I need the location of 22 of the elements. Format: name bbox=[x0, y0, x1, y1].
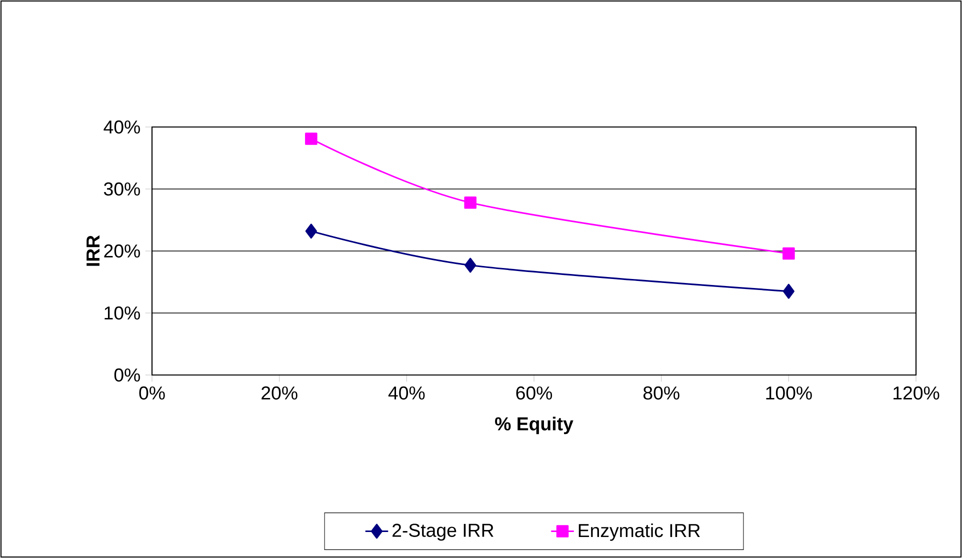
point bbox=[464, 196, 476, 209]
point bbox=[782, 247, 795, 260]
x-tick-label: 120% bbox=[894, 386, 940, 400]
point bbox=[782, 284, 794, 299]
point bbox=[464, 258, 476, 273]
point bbox=[305, 224, 317, 239]
y-axis-title: IRR bbox=[86, 235, 100, 266]
y-tick-label: 30% bbox=[104, 182, 140, 196]
x-tick-label: 60% bbox=[516, 386, 552, 400]
y-tick-label: 40% bbox=[104, 120, 140, 134]
x-tick-label: 20% bbox=[262, 386, 298, 400]
x-tick-label: 0% bbox=[139, 386, 165, 400]
point bbox=[305, 132, 318, 145]
y-tick-label: 20% bbox=[104, 244, 140, 258]
x-axis-title: % Equity bbox=[495, 416, 574, 434]
legend-label: 2-Stage IRR bbox=[392, 524, 494, 541]
legend-label: Enzymatic IRR bbox=[578, 523, 700, 541]
x-tick-label: 40% bbox=[388, 386, 425, 400]
y-tick-label: 0% bbox=[114, 368, 140, 382]
x-tick-label: 80% bbox=[643, 386, 680, 400]
x-tick-label: 100% bbox=[766, 386, 812, 400]
y-tick-label: 10% bbox=[104, 306, 140, 320]
